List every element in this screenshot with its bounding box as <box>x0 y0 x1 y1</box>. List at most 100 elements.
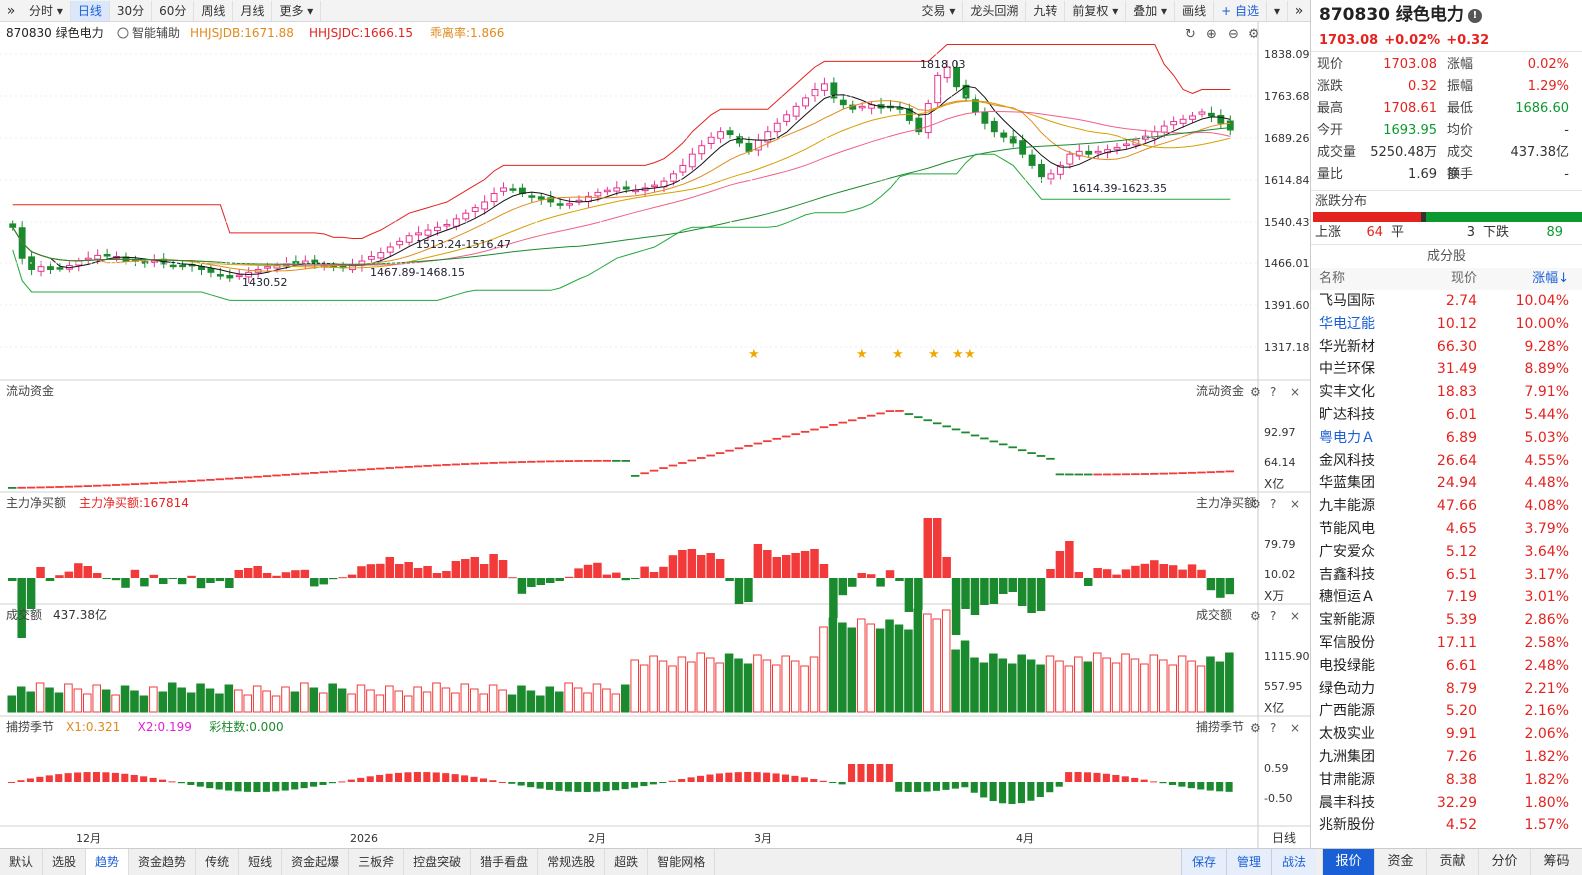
strategy-tab-5[interactable]: 短线 <box>239 849 283 875</box>
toolbar-button-0[interactable]: 交易 ▾ <box>915 0 964 21</box>
stock-name[interactable]: 军信股份 <box>1319 634 1375 651</box>
toolbar-button-1[interactable]: 龙头回溯 <box>963 0 1027 21</box>
period-tab-3[interactable]: 60分 <box>152 0 195 21</box>
stock-name[interactable]: 兆新股份 <box>1319 817 1375 834</box>
stock-name[interactable]: 旷达科技 <box>1319 406 1375 423</box>
period-tab-5[interactable]: 月线 <box>233 0 273 21</box>
period-tab-1[interactable]: 日线 <box>70 0 110 21</box>
list-item[interactable]: 晨丰科技 32.29 1.80% <box>1311 792 1582 815</box>
panel-tab-1[interactable]: 资金 <box>1374 849 1426 875</box>
add-watchlist-button[interactable]: + 自选 <box>1214 0 1267 21</box>
gear-icon[interactable]: ⚙ <box>1248 27 1260 42</box>
strategy-tab-8[interactable]: 控盘突破 <box>404 849 472 875</box>
collapse-icon[interactable]: » <box>1294 2 1304 19</box>
list-item[interactable]: 穗恒运Ａ 7.19 3.01% <box>1311 586 1582 609</box>
period-tab-2[interactable]: 30分 <box>110 0 153 21</box>
toolbar-button-3[interactable]: 前复权 ▾ <box>1065 0 1127 21</box>
strategy-tab-12[interactable]: 智能网格 <box>648 849 716 875</box>
stock-name[interactable]: 华电辽能 <box>1319 315 1375 332</box>
strategy-tab-2[interactable]: 趋势 <box>86 849 130 875</box>
info-icon[interactable]: ! <box>1467 9 1482 23</box>
strategy-tab-1[interactable]: 选股 <box>43 849 87 875</box>
list-item[interactable]: 太极实业 9.91 2.06% <box>1311 723 1582 746</box>
bottom-button-0[interactable]: 保存 <box>1180 849 1226 875</box>
zoom-out-icon[interactable]: ⊖ <box>1228 27 1239 42</box>
toolbar-button-5[interactable]: 画线 <box>1175 0 1215 21</box>
stock-name[interactable]: 电投绿能 <box>1319 657 1375 674</box>
period-tab-6[interactable]: 更多 ▾ <box>272 0 322 21</box>
list-item[interactable]: 广安爱众 5.12 3.64% <box>1311 541 1582 564</box>
bottom-button-2[interactable]: 战法 <box>1270 849 1316 875</box>
list-item[interactable]: 实丰文化 18.83 7.91% <box>1311 381 1582 404</box>
refresh-icon[interactable]: ↻ <box>1185 27 1196 42</box>
list-item[interactable]: 宝新能源 5.39 2.86% <box>1311 609 1582 632</box>
stock-name[interactable]: 九丰能源 <box>1319 498 1375 515</box>
expand-icon[interactable]: » <box>6 2 16 19</box>
strategy-tab-4[interactable]: 传统 <box>196 849 240 875</box>
period-tab-0[interactable]: 分时 ▾ <box>22 0 71 21</box>
list-item[interactable]: 华电辽能 10.12 10.00% <box>1311 313 1582 336</box>
strategy-tab-11[interactable]: 超跌 <box>605 849 649 875</box>
chevron-down-icon[interactable]: ▾ <box>1267 0 1288 21</box>
list-item[interactable]: 绿色动力 8.79 2.21% <box>1311 678 1582 701</box>
stock-name[interactable]: 晨丰科技 <box>1319 794 1375 811</box>
stock-name[interactable]: 广西能源 <box>1319 703 1375 720</box>
list-item[interactable]: 节能风电 4.65 3.79% <box>1311 518 1582 541</box>
list-item[interactable]: 电投绿能 6.61 2.48% <box>1311 655 1582 678</box>
panel-tab-4[interactable]: 筹码 <box>1530 849 1582 875</box>
assist-label[interactable]: 智能辅助 <box>132 25 180 40</box>
toolbar-button-4[interactable]: 叠加 ▾ <box>1126 0 1176 21</box>
stock-name[interactable]: 金风科技 <box>1319 452 1375 469</box>
stock-name[interactable]: 节能风电 <box>1319 520 1375 537</box>
stock-name[interactable]: 宝新能源 <box>1319 612 1375 629</box>
toolbar-button-2[interactable]: 九转 <box>1026 0 1066 21</box>
header-name[interactable]: 名称 <box>1319 271 1346 286</box>
list-item[interactable]: 金风科技 26.64 4.55% <box>1311 450 1582 473</box>
list-item[interactable]: 华蓝集团 24.94 4.48% <box>1311 472 1582 495</box>
strategy-tab-10[interactable]: 常规选股 <box>538 849 606 875</box>
panel-tab-0[interactable]: 报价 <box>1322 849 1374 875</box>
stock-name[interactable]: 飞马国际 <box>1319 293 1375 309</box>
kline-chart[interactable]: 870830 绿色电力 智能辅助 HHJSJDB:1671.88 HHJSJDC… <box>0 22 1310 848</box>
header-change[interactable]: 涨幅↓ <box>1532 271 1569 286</box>
period-tab-4[interactable]: 周线 <box>194 0 234 21</box>
strategy-tab-7[interactable]: 三板斧 <box>349 849 405 875</box>
stock-name[interactable]: 粤电力Ａ <box>1319 429 1375 446</box>
list-item[interactable]: 吉鑫科技 6.51 3.17% <box>1311 564 1582 587</box>
bottom-button-1[interactable]: 管理 <box>1225 849 1271 875</box>
panel-tab-3[interactable]: 分价 <box>1478 849 1530 875</box>
strategy-tab-9[interactable]: 猎手看盘 <box>471 849 539 875</box>
stock-name[interactable]: 中兰环保 <box>1319 361 1375 378</box>
stock-name[interactable]: 太极实业 <box>1319 726 1375 743</box>
list-item[interactable]: 粤电力Ａ 6.89 5.03% <box>1311 427 1582 450</box>
strategy-tab-6[interactable]: 资金起爆 <box>282 849 350 875</box>
list-item[interactable]: 兆新股份 4.52 1.57% <box>1311 814 1582 837</box>
stock-name[interactable]: 绿色动力 <box>1319 680 1375 697</box>
stock-name[interactable]: 甘肃能源 <box>1319 771 1375 788</box>
panel-tab-2[interactable]: 贡献 <box>1426 849 1478 875</box>
stock-name[interactable]: 华蓝集团 <box>1319 475 1375 492</box>
header-price[interactable]: 现价 <box>1450 271 1477 286</box>
stock-name[interactable]: 广安爱众 <box>1319 543 1375 560</box>
stock-name[interactable]: 实丰文化 <box>1319 384 1375 401</box>
list-item[interactable]: 中兰环保 31.49 8.89% <box>1311 358 1582 381</box>
list-item[interactable]: 飞马国际 2.74 10.04% <box>1311 290 1582 313</box>
stock-name[interactable]: 华光新材 <box>1319 338 1375 355</box>
list-item[interactable]: 九丰能源 47.66 4.08% <box>1311 495 1582 518</box>
list-item[interactable]: 甘肃能源 8.38 1.82% <box>1311 769 1582 792</box>
chart-tool-icons[interactable]: ↻ ⊕ ⊖ ⚙ <box>1185 27 1260 42</box>
volume-bar <box>838 622 847 713</box>
list-item[interactable]: 广西能源 5.20 2.16% <box>1311 700 1582 723</box>
assist-icon[interactable] <box>117 27 129 39</box>
stock-name[interactable]: 九洲集团 <box>1319 748 1375 765</box>
list-item[interactable]: 华光新材 66.30 9.28% <box>1311 336 1582 359</box>
list-item[interactable]: 九洲集团 7.26 1.82% <box>1311 746 1582 769</box>
chart-area[interactable]: 870830 绿色电力 智能辅助 HHJSJDB:1671.88 HHJSJDC… <box>0 22 1310 848</box>
zoom-in-icon[interactable]: ⊕ <box>1206 27 1217 42</box>
list-item[interactable]: 军信股份 17.11 2.58% <box>1311 632 1582 655</box>
strategy-tab-3[interactable]: 资金趋势 <box>129 849 197 875</box>
stock-name[interactable]: 吉鑫科技 <box>1319 566 1375 583</box>
list-item[interactable]: 旷达科技 6.01 5.44% <box>1311 404 1582 427</box>
strategy-tab-0[interactable]: 默认 <box>0 849 44 875</box>
stock-name[interactable]: 穗恒运Ａ <box>1319 589 1375 606</box>
